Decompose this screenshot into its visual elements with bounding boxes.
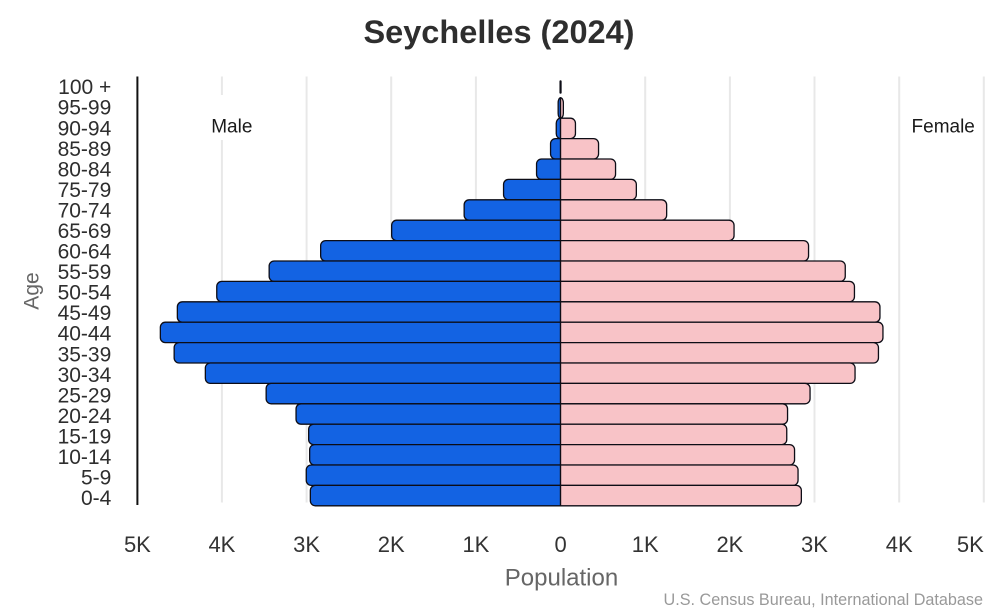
svg-text:10-14: 10-14 bbox=[58, 446, 112, 469]
svg-text:2K: 2K bbox=[378, 532, 405, 557]
svg-text:1K: 1K bbox=[462, 532, 489, 557]
svg-text:3K: 3K bbox=[801, 532, 828, 557]
svg-text:0-4: 0-4 bbox=[81, 487, 112, 510]
svg-text:Age: Age bbox=[20, 272, 43, 309]
svg-text:30-34: 30-34 bbox=[58, 364, 112, 387]
svg-text:Seychelles (2024): Seychelles (2024) bbox=[363, 14, 634, 50]
svg-text:45-49: 45-49 bbox=[58, 302, 112, 325]
svg-text:85-89: 85-89 bbox=[58, 138, 112, 161]
svg-text:0: 0 bbox=[554, 532, 566, 557]
svg-text:25-29: 25-29 bbox=[58, 384, 112, 407]
svg-text:95-99: 95-99 bbox=[58, 97, 112, 120]
svg-text:50-54: 50-54 bbox=[58, 282, 112, 305]
svg-text:100 +: 100 + bbox=[58, 76, 111, 99]
svg-text:Male: Male bbox=[211, 116, 252, 137]
svg-text:65-69: 65-69 bbox=[58, 220, 112, 243]
svg-text:60-64: 60-64 bbox=[58, 241, 112, 264]
svg-text:5K: 5K bbox=[124, 532, 151, 557]
svg-text:35-39: 35-39 bbox=[58, 343, 112, 366]
svg-text:Female: Female bbox=[912, 116, 975, 137]
svg-text:70-74: 70-74 bbox=[58, 200, 112, 223]
svg-text:5K: 5K bbox=[957, 532, 984, 557]
svg-text:1K: 1K bbox=[632, 532, 659, 557]
svg-text:15-19: 15-19 bbox=[58, 426, 112, 449]
svg-text:4K: 4K bbox=[886, 532, 913, 557]
svg-text:20-24: 20-24 bbox=[58, 405, 112, 428]
svg-text:90-94: 90-94 bbox=[58, 117, 112, 140]
svg-text:40-44: 40-44 bbox=[58, 323, 112, 346]
svg-text:5-9: 5-9 bbox=[81, 467, 111, 490]
svg-text:3K: 3K bbox=[293, 532, 320, 557]
svg-text:2K: 2K bbox=[716, 532, 743, 557]
svg-text:Population: Population bbox=[505, 564, 618, 591]
svg-text:80-84: 80-84 bbox=[58, 158, 112, 181]
svg-text:4K: 4K bbox=[208, 532, 235, 557]
svg-text:U.S. Census Bureau, Internatio: U.S. Census Bureau, International Databa… bbox=[664, 591, 983, 609]
svg-text:55-59: 55-59 bbox=[58, 261, 112, 284]
svg-text:75-79: 75-79 bbox=[58, 179, 112, 202]
